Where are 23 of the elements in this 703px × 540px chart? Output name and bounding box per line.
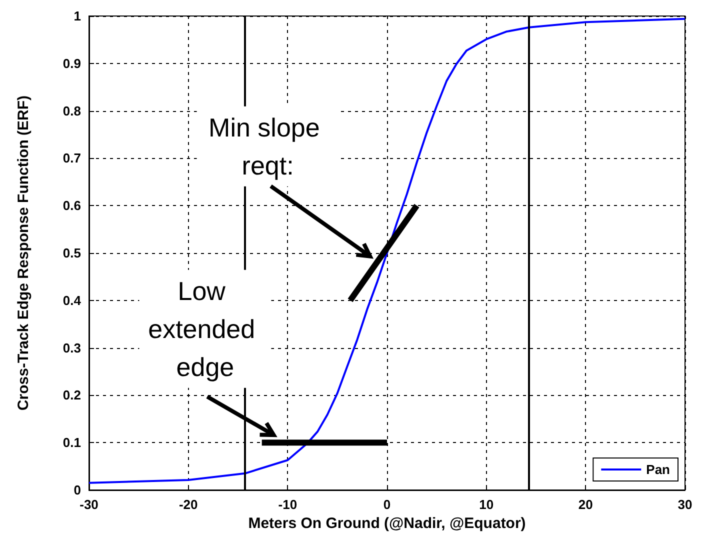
annotation: Low extended edge	[148, 276, 262, 382]
annotation: Min slope reqt:	[208, 112, 328, 180]
y-tick-label: 0.3	[62, 340, 81, 356]
y-tick-label: 0.8	[62, 103, 81, 118]
x-tick-label: -10	[278, 497, 298, 512]
x-tick-label: 30	[678, 497, 692, 512]
y-tick-label: 0.2	[62, 388, 81, 403]
y-tick-label: 1	[74, 8, 81, 24]
y-tick-label: 0.5	[62, 246, 81, 260]
x-tick-label: 0	[383, 497, 391, 512]
legend-label: Pan	[646, 462, 670, 477]
y-tick-label: 0.7	[62, 150, 81, 166]
y-axis-title: Cross-Track Edge Response Function (ERF)	[15, 95, 32, 411]
x-tick-label: -20	[178, 497, 198, 512]
y-tick-label: 0	[74, 482, 81, 498]
x-tick-label: -30	[80, 497, 98, 512]
y-tick-label: 0.6	[62, 198, 81, 214]
y-tick-label: 0.9	[62, 56, 81, 71]
y-tick-label: 0.1	[62, 435, 81, 450]
x-axis-title: Meters On Ground (@Nadir, @Equator)	[248, 514, 526, 532]
y-tick-label: 0.4	[62, 292, 82, 308]
x-tick-label: 20	[578, 497, 593, 512]
x-tick-label: 10	[479, 497, 494, 512]
